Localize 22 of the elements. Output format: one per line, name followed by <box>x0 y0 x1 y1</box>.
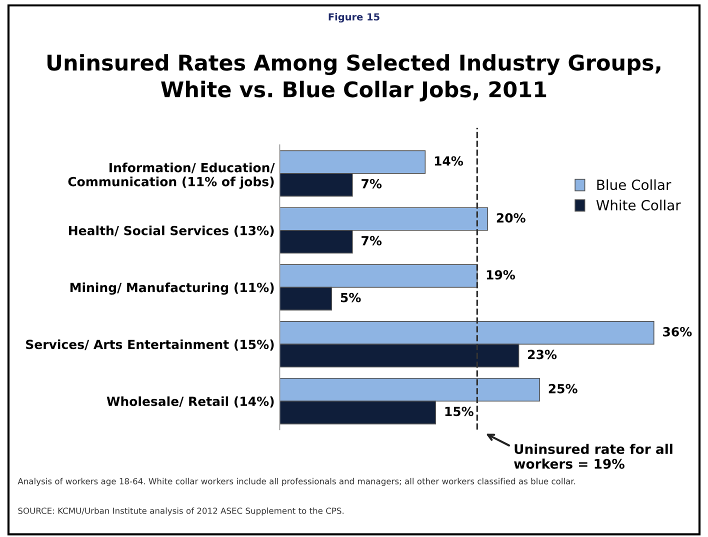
chart-subtitle: Figure 15 <box>328 13 380 23</box>
data-label: 25% <box>548 384 578 394</box>
data-label: 36% <box>663 327 692 336</box>
y-tick-label: Health/ Social Services (13%) <box>69 226 274 237</box>
y-tick-label: Wholesale/ Retail (14%) <box>106 396 274 408</box>
data-label: 19% <box>486 270 516 280</box>
data-label: 7% <box>362 179 382 188</box>
legend-label: White Collar <box>596 200 681 210</box>
y-tick-label: Information/ Education/ Communication (11% of jobs) <box>68 162 275 189</box>
text: Analysis of workers age 18-64. White collar workers include all professionals and managers; all other workers classified as blue collar. <box>18 478 576 486</box>
data-label: 15% <box>445 406 474 416</box>
data-label: 7% <box>362 236 382 246</box>
data-label: 5% <box>340 292 361 302</box>
legend-label: Blue Collar <box>597 179 672 190</box>
data-label: 20% <box>496 213 526 223</box>
data-label: 23% <box>528 350 557 360</box>
y-tick-label: Mining/ Manufacturing (11%) <box>70 282 274 295</box>
y-tick-label: Services/ Arts Entertainment (15%) <box>26 339 274 351</box>
source-note: SOURCE: KCMU/Urban Institute analysis of 2012 ASEC Supplement to the CPS. <box>18 507 344 516</box>
ref-line-label: Uninsured rate for all workers = 19% <box>514 444 672 469</box>
chart-title: Uninsured Rates Among Selected Industry Groups, White vs. Blue Collar Jobs, 2011 <box>48 54 660 102</box>
data-label: 14% <box>434 156 464 166</box>
